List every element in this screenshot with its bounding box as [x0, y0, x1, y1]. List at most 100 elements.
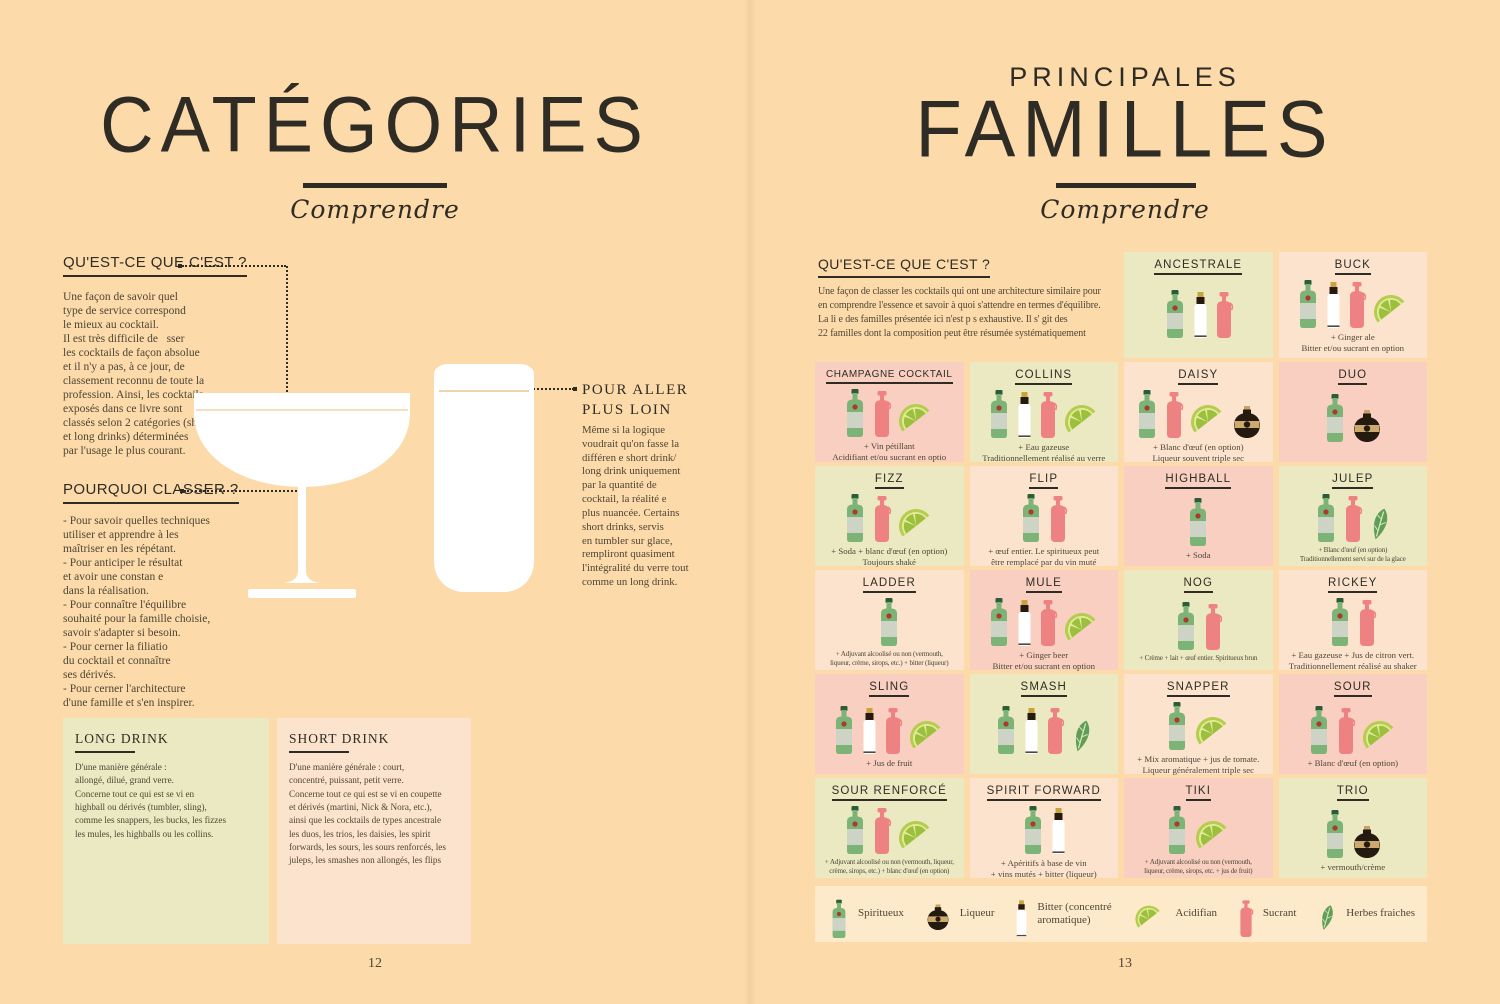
- family-card-buck: BUCK + Ginger ale Bitter et/ou sucrant en…: [1278, 252, 1427, 358]
- long-drink-box: LONG DRINK D'une manière générale : allo…: [63, 718, 269, 944]
- family-ingredient-icons: [877, 593, 901, 650]
- family-card-duo: DUO: [1278, 362, 1427, 462]
- section-text-what-right: Une façon de classer les cocktails qui o…: [818, 286, 1101, 339]
- bitter-bottle-icon: [1192, 292, 1209, 338]
- section-heading-further: POUR ALLER PLUS LOIN: [582, 382, 689, 419]
- family-card-daisy: DAISY + Blanc d'œuf (en option) Liqueur s…: [1124, 362, 1273, 463]
- long-drink-title: LONG DRINK: [75, 731, 169, 746]
- legend: Spiritueux Liqueur Bitter (concentré aroma…: [815, 886, 1427, 942]
- page-pretitle-principales: PRINCIPALES: [1009, 62, 1241, 92]
- family-caption: + œuf entier. Le spiritueux peut être re…: [988, 546, 1100, 568]
- section-text-why: - Pour savoir quelles techniques utilise…: [63, 515, 211, 710]
- family-caption: + Blanc d'œuf (en option): [1307, 757, 1399, 768]
- title-rule: [303, 183, 447, 188]
- sucrant-bottle-icon: [1203, 604, 1223, 650]
- bitter-bottle-icon: [1050, 808, 1067, 854]
- family-name: DUO: [1338, 369, 1368, 385]
- family-ingredient-icons: [832, 697, 946, 758]
- lime-wedge-icon: [1361, 718, 1399, 754]
- sucrant-bottle-icon: [872, 808, 892, 854]
- connector-dot: [178, 264, 182, 268]
- connector-dot: [573, 387, 577, 391]
- spirit-bottle-icon: [1328, 598, 1352, 646]
- legend-item-herbes-fraiches: Herbes fraiches: [1315, 896, 1415, 932]
- bitter-bottle-icon: [1325, 282, 1342, 328]
- family-ingredient-icons: [1019, 489, 1068, 546]
- family-caption: + Ginger ale Bitter et/ou sucrant en opt…: [1301, 332, 1405, 354]
- family-card-fizz: FIZZ + Soda + blanc d'œuf (en option) Tou…: [815, 466, 964, 568]
- sucrant-bottle-icon: [1347, 282, 1367, 328]
- family-ingredient-icons: [1296, 275, 1410, 332]
- short-drink-text: D'une manière générale : court, concentr…: [289, 762, 446, 866]
- short-drink-box: SHORT DRINK D'une manière générale : cou…: [277, 718, 471, 944]
- bitter-bottle-icon: [1016, 392, 1033, 438]
- sucrant-bottle-icon: [1357, 600, 1377, 646]
- family-ingredient-icons: [1323, 385, 1382, 446]
- herb-leaf-icon: [1368, 506, 1392, 542]
- family-card-mule: MULE + Ginger beer Bitter et/ou sucrant e…: [969, 570, 1118, 671]
- family-name: FIZZ: [874, 473, 904, 489]
- page-number-right: 13: [1118, 956, 1132, 971]
- family-card-snapper: SNAPPER + Mix aromatique + jus de tomate.…: [1124, 674, 1273, 775]
- connector-why-to-stem: [184, 490, 300, 492]
- bitter-bottle-icon: [861, 707, 878, 754]
- family-card-highball: HIGHBALL + Soda: [1124, 466, 1273, 566]
- sucrant-bottle-icon: [1214, 292, 1234, 338]
- legend-item-liqueur: Liqueur: [923, 898, 995, 930]
- family-caption: + Eau gazeuse Traditionnellement réalisé…: [982, 442, 1106, 464]
- lime-wedge-icon: [1063, 610, 1101, 646]
- family-name: CHAMPAGNE COCKTAIL: [825, 369, 953, 384]
- lime-wedge-icon: [897, 818, 935, 854]
- spirit-bottle-icon: [1174, 602, 1198, 650]
- family-caption: + Eau gazeuse + Jus de citron vert. Trad…: [1288, 650, 1417, 672]
- lime-wedge-icon: [1134, 903, 1164, 932]
- spirit-bottle-icon: [1021, 806, 1045, 854]
- family-card-trio: TRIO + vermouth/crème: [1278, 778, 1427, 878]
- family-caption: + Blanc d'œuf (en option) Traditionnelle…: [1299, 546, 1406, 564]
- spirit-bottle-icon: [1323, 394, 1347, 442]
- legend-item-acidifian: Acidifian: [1130, 896, 1217, 932]
- family-card-flip: FLIP + œuf entier. Le spiritueux peut êtr…: [969, 466, 1118, 568]
- herb-leaf-icon: [1070, 718, 1094, 754]
- lime-wedge-icon: [1194, 818, 1232, 854]
- connector-dot: [180, 489, 184, 493]
- lime-wedge-icon: [1372, 292, 1410, 328]
- sucrant-bottle-icon: [1045, 708, 1065, 754]
- family-ingredient-icons: [994, 697, 1094, 758]
- spirit-bottle-icon: [1163, 290, 1187, 338]
- family-ingredient-icons: [1165, 697, 1232, 754]
- legend-label: Sucrant: [1262, 907, 1297, 920]
- family-name: RICKEY: [1328, 577, 1378, 593]
- spirit-bottle-icon: [832, 705, 856, 754]
- family-caption: + Soda + blanc d'œuf (en option) Toujour…: [831, 546, 948, 568]
- family-caption: + Jus de fruit: [866, 757, 913, 768]
- family-name: BUCK: [1334, 259, 1371, 275]
- sucrant-bottle-icon: [1038, 600, 1058, 646]
- spirit-bottle-icon: [1307, 705, 1331, 754]
- page-seam: [744, 0, 756, 1004]
- family-card-sour: SOUR + Blanc d'œuf (en option): [1278, 674, 1427, 774]
- family-caption: + Adjuvant alcoolisé ou non (vermouth, l…: [1144, 858, 1253, 876]
- family-name: JULEP: [1332, 473, 1374, 489]
- family-card-julep: JULEP + Blanc d'œuf (en option) Tradition…: [1278, 466, 1427, 566]
- page-title-familles: FAMILLES: [915, 84, 1335, 175]
- family-ingredient-icons: [1165, 801, 1232, 858]
- page-subtitle: Comprendre: [290, 195, 460, 224]
- spirit-bottle-icon: [1186, 497, 1210, 546]
- family-card-nog: NOG + Crème + lait + œuf entier. Spiritue…: [1124, 570, 1273, 670]
- spirit-bottle-icon: [877, 598, 901, 646]
- spirit-bottle-icon: [1314, 494, 1338, 542]
- legend-label: Liqueur: [959, 907, 995, 920]
- family-ingredient-icons: [987, 593, 1101, 650]
- family-name: COLLINS: [1015, 369, 1073, 385]
- family-caption: + Crème + lait + œuf entier. Spiritueux …: [1139, 654, 1258, 662]
- family-ingredient-icons: [1135, 385, 1262, 442]
- page-title-categories: CATÉGORIES: [100, 80, 650, 169]
- sucrant-bottle-icon: [1164, 392, 1184, 438]
- family-name: ANCESTRALE: [1154, 259, 1243, 275]
- family-name: SLING: [869, 681, 910, 697]
- family-ingredient-icons: [843, 384, 935, 441]
- long-drink-text: D'une manière générale : allongé, dilué,…: [75, 762, 227, 839]
- family-card-spirit-forward: SPIRIT FORWARD + Apéritifs à base de vin …: [969, 778, 1118, 879]
